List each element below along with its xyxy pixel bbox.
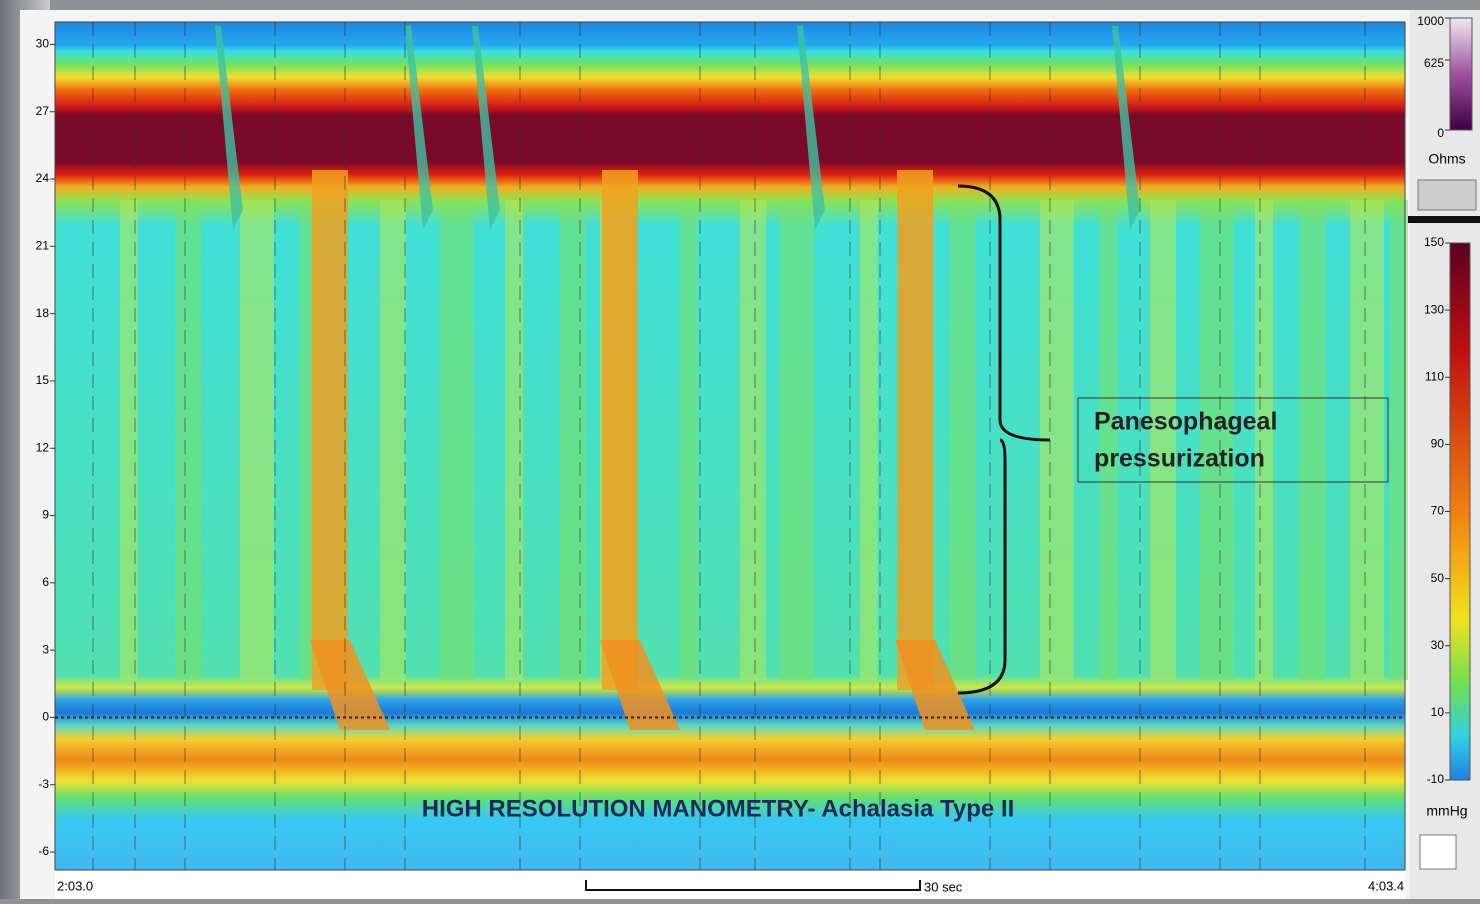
x-start-label: 2:03.0 [57, 878, 93, 893]
impedance-label: Ohms [1428, 151, 1465, 167]
colorbar [1449, 242, 1471, 781]
swallow-spike [1112, 26, 1140, 230]
annotation-box [1077, 397, 1389, 483]
stripe [680, 200, 698, 680]
pressurization [310, 640, 390, 730]
y-tick-label: 0 [42, 710, 49, 724]
bracket [957, 184, 1051, 695]
pressurization [600, 640, 680, 730]
impedance-bar [1449, 17, 1473, 131]
chart-title: HIGH RESOLUTION MANOMETRY- Achalasia Typ… [422, 795, 1015, 822]
colorbar-tick-label: 90 [1431, 437, 1445, 451]
heatmap [55, 22, 1408, 870]
colorbar-tick-label: -10 [1427, 772, 1445, 786]
stripe [560, 200, 586, 680]
swallow-spike [215, 26, 243, 230]
x-axis [55, 870, 1405, 899]
colorbar-tick-label: 70 [1431, 504, 1445, 518]
y-tick-label: 6 [42, 575, 49, 589]
plot-border [54, 21, 1406, 871]
impedance-tick-label: 625 [1424, 56, 1444, 70]
y-tick-label: 9 [42, 508, 49, 522]
impedance-tick-label: 0 [1437, 126, 1444, 140]
colorbar-label: mmHg [1426, 803, 1467, 819]
scale-bar-label: 30 sec [924, 879, 963, 894]
stripe [1350, 200, 1384, 680]
swallow-spike [797, 26, 825, 230]
colorbar-tick-label: 50 [1431, 571, 1445, 585]
y-tick-label: -3 [38, 777, 49, 791]
pressurization [602, 170, 638, 690]
swallow-spike [405, 26, 433, 230]
stripe [1255, 200, 1273, 680]
heatmap-base [55, 22, 1405, 870]
y-tick-label: 18 [36, 306, 50, 320]
stripe [1200, 200, 1234, 680]
impedance-tick-label: 1000 [1417, 14, 1444, 28]
stripe [860, 200, 878, 680]
stripe [1300, 200, 1326, 680]
toolbar [1417, 179, 1477, 211]
scale-bar [585, 880, 921, 891]
y-tick-label: 3 [42, 642, 49, 656]
divider [1408, 216, 1480, 223]
y-tick-label: 30 [36, 37, 50, 51]
stripe [1150, 200, 1176, 680]
pressurization [895, 640, 975, 730]
stripe [1100, 200, 1118, 680]
stripe [780, 200, 814, 680]
stripe [440, 200, 474, 680]
y-tick-label: 12 [36, 440, 50, 454]
pressurization [897, 170, 933, 690]
stripe [240, 200, 274, 680]
annotation-line: Panesophageal [1094, 408, 1277, 436]
swallow-spike [472, 26, 500, 230]
colorbar-tick-label: 30 [1431, 638, 1445, 652]
colorbar-tick-label: 110 [1425, 369, 1444, 383]
stripe [380, 200, 406, 680]
stripe [505, 200, 523, 680]
stripe [175, 200, 201, 680]
colorbar-tick-label: 150 [1424, 235, 1444, 249]
stripe [120, 200, 138, 680]
y-tick-label: -6 [38, 844, 49, 858]
annotation-line: pressurization [1094, 445, 1265, 473]
stripe [740, 200, 766, 680]
stripe [950, 200, 976, 680]
input-box[interactable] [1419, 834, 1457, 870]
pressurization [312, 170, 348, 690]
y-tick-label: 21 [36, 239, 50, 253]
y-tick-label: 24 [36, 171, 50, 185]
y-tick-label: 15 [36, 373, 50, 387]
colorbar-tick-label: 130 [1424, 302, 1444, 316]
x-end-label: 4:03.4 [1368, 878, 1404, 893]
stripe [1390, 200, 1408, 680]
colorbar-tick-label: 10 [1431, 705, 1445, 719]
y-tick-label: 27 [36, 104, 50, 118]
